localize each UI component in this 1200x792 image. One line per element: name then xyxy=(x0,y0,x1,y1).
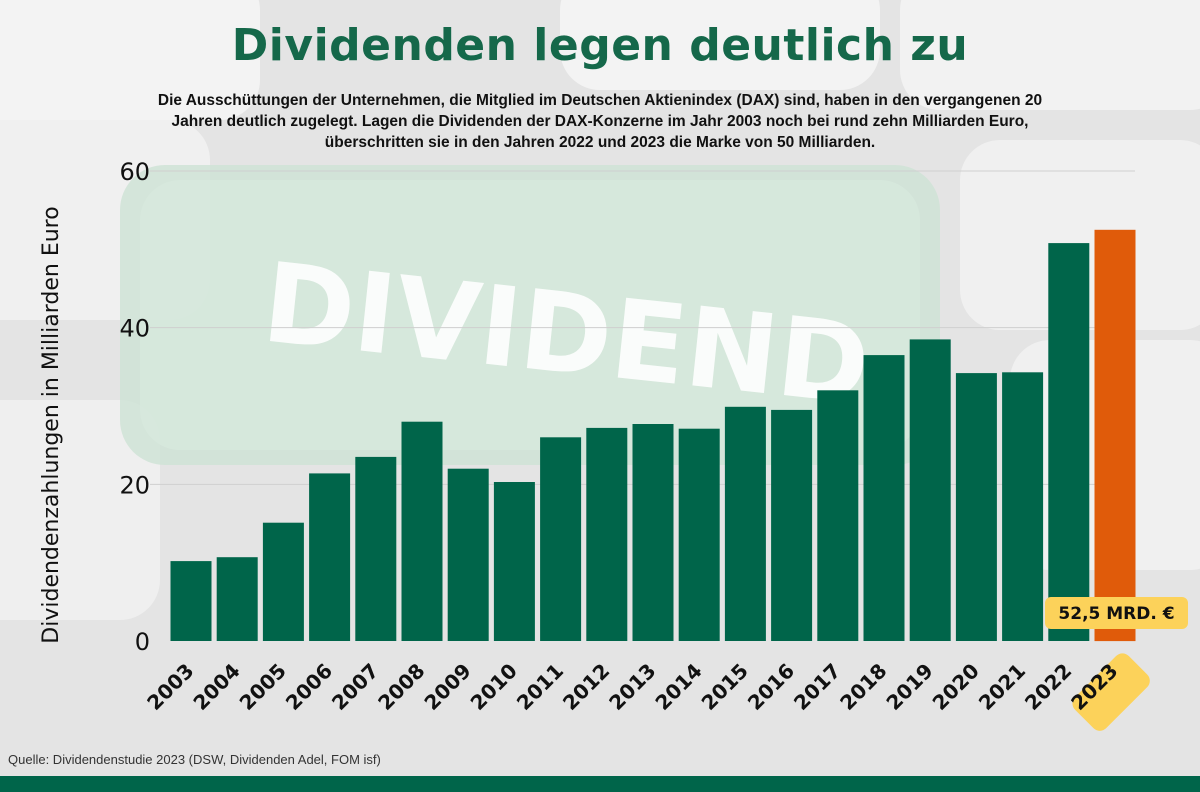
x-tick-label: 2020 xyxy=(928,659,984,715)
bar xyxy=(262,522,304,641)
bar xyxy=(401,421,443,641)
x-tick-label: 2021 xyxy=(974,659,1030,715)
subtitle-line: überschritten sie in den Jahren 2022 und… xyxy=(324,134,876,151)
bar xyxy=(771,409,813,641)
bar xyxy=(817,390,859,641)
x-tick-label: 2009 xyxy=(419,659,475,715)
x-tick-label: 2013 xyxy=(604,659,660,715)
x-tick-label: 2011 xyxy=(512,659,568,715)
x-tick-label: 2008 xyxy=(373,659,429,715)
y-tick-label: 60 xyxy=(119,158,150,186)
bar xyxy=(540,437,582,641)
y-axis-label: Dividendenzahlungen in Milliarden Euro xyxy=(39,206,64,643)
x-tick-label: 2010 xyxy=(466,659,522,715)
page-title: Dividenden legen deutlich zu xyxy=(231,20,969,71)
subtitle-line: Jahren deutlich zugelegt. Lagen die Divi… xyxy=(171,113,1029,130)
bar xyxy=(632,424,674,641)
source-note: Quelle: Dividendenstudie 2023 (DSW, Divi… xyxy=(8,752,381,767)
bar xyxy=(447,468,489,641)
bar xyxy=(955,373,997,641)
bar xyxy=(493,482,535,641)
x-tick-label: 2004 xyxy=(188,659,244,715)
x-tick-label: 2022 xyxy=(1020,659,1076,715)
x-tick-label: 2006 xyxy=(281,659,337,715)
bar xyxy=(863,355,905,641)
bar xyxy=(909,339,951,641)
x-tick-label: 2012 xyxy=(558,659,614,715)
x-tick-label: 2003 xyxy=(142,659,198,715)
x-tick-label: 2018 xyxy=(835,659,891,715)
bar xyxy=(309,473,351,641)
value-annotation-badge xyxy=(1045,597,1188,629)
x-tick-label: 2007 xyxy=(327,659,383,715)
bar xyxy=(586,427,628,641)
x-tick-label: 2017 xyxy=(789,659,845,715)
bar-chart: 0 20 40 60 Dividendenzahlungen in Milliarden… xyxy=(39,158,1188,731)
x-tick-label: 2016 xyxy=(743,659,799,715)
bar xyxy=(678,428,720,641)
bar-highlight xyxy=(1094,229,1136,642)
bar xyxy=(1002,372,1044,641)
bar xyxy=(170,561,212,641)
y-tick-label: 40 xyxy=(119,315,150,343)
subtitle: Die Ausschüttungen der Unternehmen, die … xyxy=(90,90,1110,153)
bottom-bar xyxy=(0,776,1200,792)
highlight-year-badge xyxy=(1072,653,1150,731)
x-tick-label: 2019 xyxy=(881,659,937,715)
bar xyxy=(724,406,766,641)
bar xyxy=(1048,243,1090,641)
subtitle-line: Die Ausschüttungen der Unternehmen, die … xyxy=(157,92,1043,109)
x-tick-label: 2005 xyxy=(235,659,291,715)
value-annotation: 52,5 MRD. € xyxy=(1058,604,1174,624)
x-tick-label: 2014 xyxy=(650,659,706,715)
bar xyxy=(216,557,258,641)
bar xyxy=(355,456,397,641)
x-tick-label: 2015 xyxy=(697,659,753,715)
y-tick-label: 20 xyxy=(119,471,150,499)
y-tick-label: 0 xyxy=(135,628,150,656)
